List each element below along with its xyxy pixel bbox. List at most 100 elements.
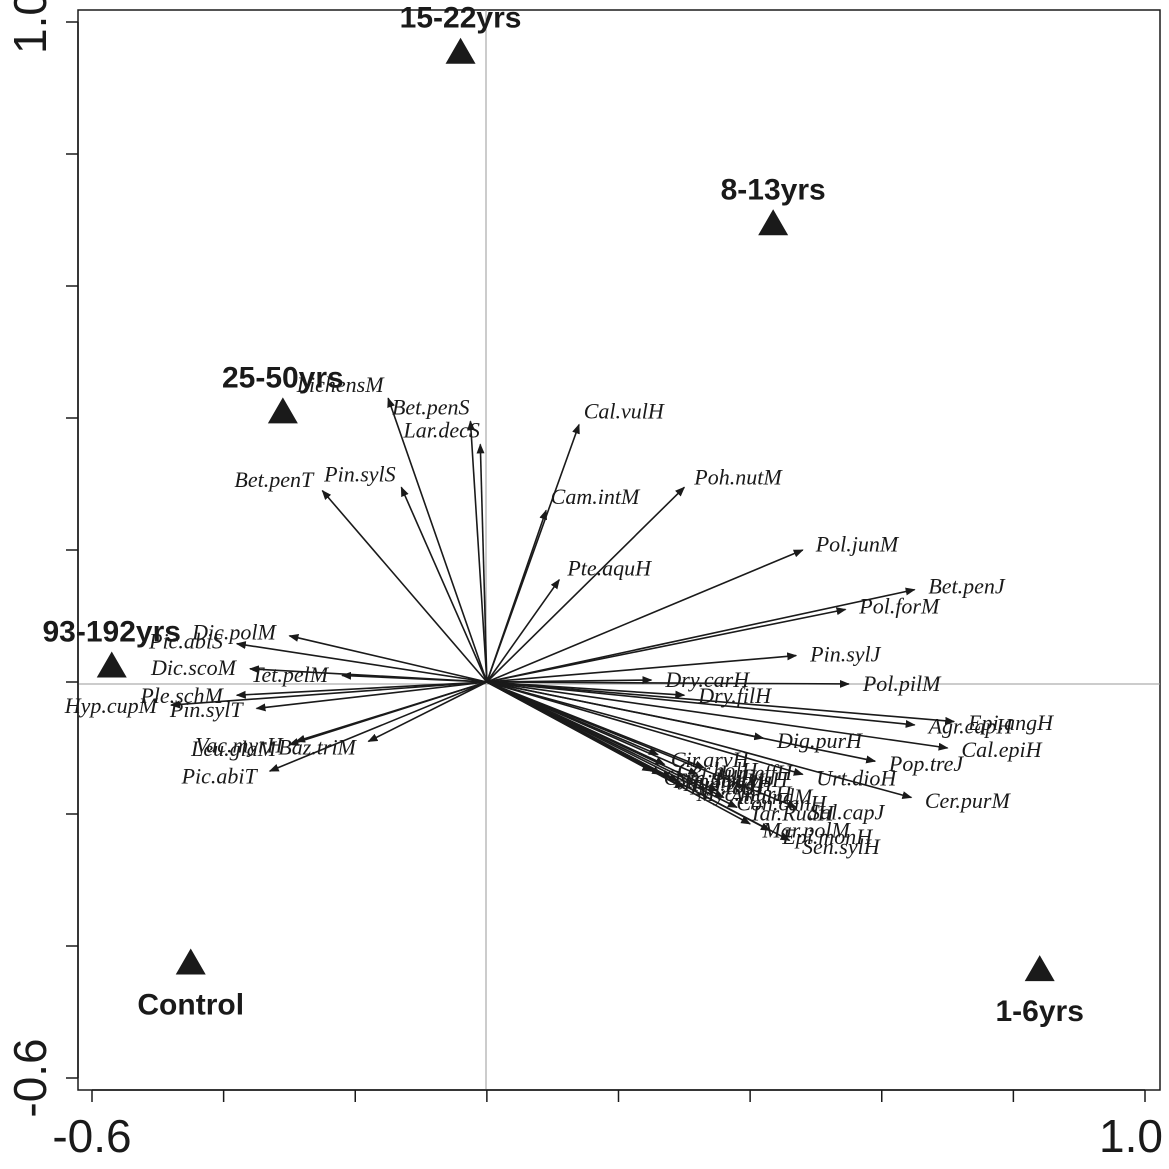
species-arrow [486, 549, 804, 683]
species-arrow [486, 587, 916, 683]
species-label: Pol.pilM [862, 671, 942, 696]
species-arrow [486, 578, 560, 683]
species-label: Dic.scoM [150, 655, 238, 680]
species-arrow [486, 681, 913, 799]
species-label: Cal.vulH [584, 398, 665, 423]
species-label: Cer.purM [925, 788, 1012, 813]
species-arrow [476, 443, 488, 683]
species-label: Myc.murH [696, 781, 793, 806]
species-arrow [235, 681, 487, 699]
site-marker [758, 209, 789, 236]
species-label: Pin.sylJ [809, 641, 881, 666]
species-label: Atr.undM [728, 784, 814, 809]
species-label: Pic.abiT [181, 763, 259, 788]
y-axis: -0.6 1.0 [4, 0, 79, 1118]
species-label: Pol.junM [815, 532, 900, 557]
species-arrow [288, 681, 488, 746]
species-label: Lar.decS [403, 417, 480, 442]
site-markers: 15-22yrs 8-13yrs 25-50yrs 93-192yrs Control 1… [43, 2, 1084, 1028]
site-label: 8-13yrs [721, 173, 826, 206]
species-label: Gym.dryH [664, 765, 757, 790]
species-arrow [321, 489, 488, 683]
x-tick-label-min: -0.6 [52, 1110, 131, 1162]
species-arrow [486, 681, 719, 792]
species-arrow [466, 420, 488, 683]
species-label: Con.canH [736, 791, 827, 816]
species-label: Baz.triM [278, 735, 357, 760]
site-label: 15-22yrs [400, 2, 522, 35]
species-label: Hyp.radH [683, 771, 774, 796]
species-arrow [486, 681, 916, 728]
species-label: Epi.tetH [689, 774, 765, 799]
site-marker [96, 651, 127, 678]
species-label: Poh.nutM [693, 464, 783, 489]
species-label: Pin.sylS [323, 461, 396, 486]
species-label: Bet.penS [392, 394, 470, 419]
site-marker [1024, 955, 1055, 982]
species-arrow [486, 509, 547, 683]
species-label: Sen.sylH [802, 834, 881, 859]
site-label: Control [137, 989, 244, 1022]
species-label: LichensM [296, 372, 385, 397]
site-label: 25-50yrs [222, 361, 344, 394]
species-label: Pin.sylT [169, 697, 244, 722]
species-label: Tar.RudH [749, 801, 834, 826]
species-label: Dry.filH [697, 683, 772, 708]
species-label: Cer.holH [677, 757, 758, 782]
species-label: Epi.monH [781, 824, 873, 849]
site-label: 1-6yrs [995, 995, 1083, 1028]
species-arrow [268, 681, 488, 772]
species-label: Pic.abiS [148, 629, 223, 654]
species-label: Cir.arvH [671, 747, 750, 772]
plot-frame [77, 9, 1161, 1091]
species-label: Bet.penJ [928, 574, 1006, 599]
species-arrow [486, 681, 659, 756]
species-label: Urt.dioH [816, 765, 897, 790]
species-label: Sal.capJ [809, 800, 885, 825]
species-label: Dic.polM [191, 620, 277, 645]
species-arrow [341, 671, 487, 683]
species-label: Sen.visH [710, 767, 789, 792]
species-label: Tet.pelM [251, 662, 329, 687]
species-arrow [486, 681, 949, 751]
species-label: Dig.purH [776, 728, 863, 753]
species-label: Hyp.cupM [64, 693, 159, 718]
species-arrow [400, 486, 488, 683]
species-arrow [288, 633, 488, 683]
species-label: Pol.forM [858, 594, 941, 619]
species-label: Pte.aquH [566, 555, 652, 580]
species-arrow [486, 681, 956, 725]
species-label: Cal.epiH [961, 737, 1042, 762]
species-label: Dry.carH [664, 667, 750, 692]
x-tick-label-max: 1.0 [1099, 1110, 1163, 1162]
species-label: Vac.myrH [195, 733, 283, 758]
species-arrow [367, 681, 488, 743]
species-label: Mar.polM [761, 818, 851, 843]
species-arrow [255, 681, 487, 712]
y-tick-label-max: 1.0 [4, 0, 56, 54]
species-label: Cam.intM [551, 484, 641, 509]
site-label: 93-192yrs [43, 616, 181, 649]
species-arrow [486, 681, 804, 776]
species-arrow [486, 681, 877, 764]
species-label: Agr.capH [927, 713, 1014, 738]
site-marker [267, 397, 298, 424]
species-label: Leu.glaM [190, 736, 278, 761]
x-axis: -0.6 1.0 [52, 1089, 1163, 1162]
species-label: Ple.schM [139, 683, 224, 708]
species-arrow [486, 681, 705, 769]
species-label: Epi.angH [967, 710, 1054, 735]
site-marker [445, 37, 476, 64]
species-label: Jun.effH [717, 760, 793, 785]
species-arrows [169, 397, 956, 842]
species-arrow [486, 486, 686, 683]
species-label: Pop.treJ [888, 751, 965, 776]
species-arrow [486, 681, 686, 789]
species-arrow [169, 681, 487, 709]
species-arrow [235, 641, 487, 683]
species-arrow [387, 397, 488, 683]
species-arrow [486, 652, 798, 683]
site-marker [175, 948, 206, 975]
